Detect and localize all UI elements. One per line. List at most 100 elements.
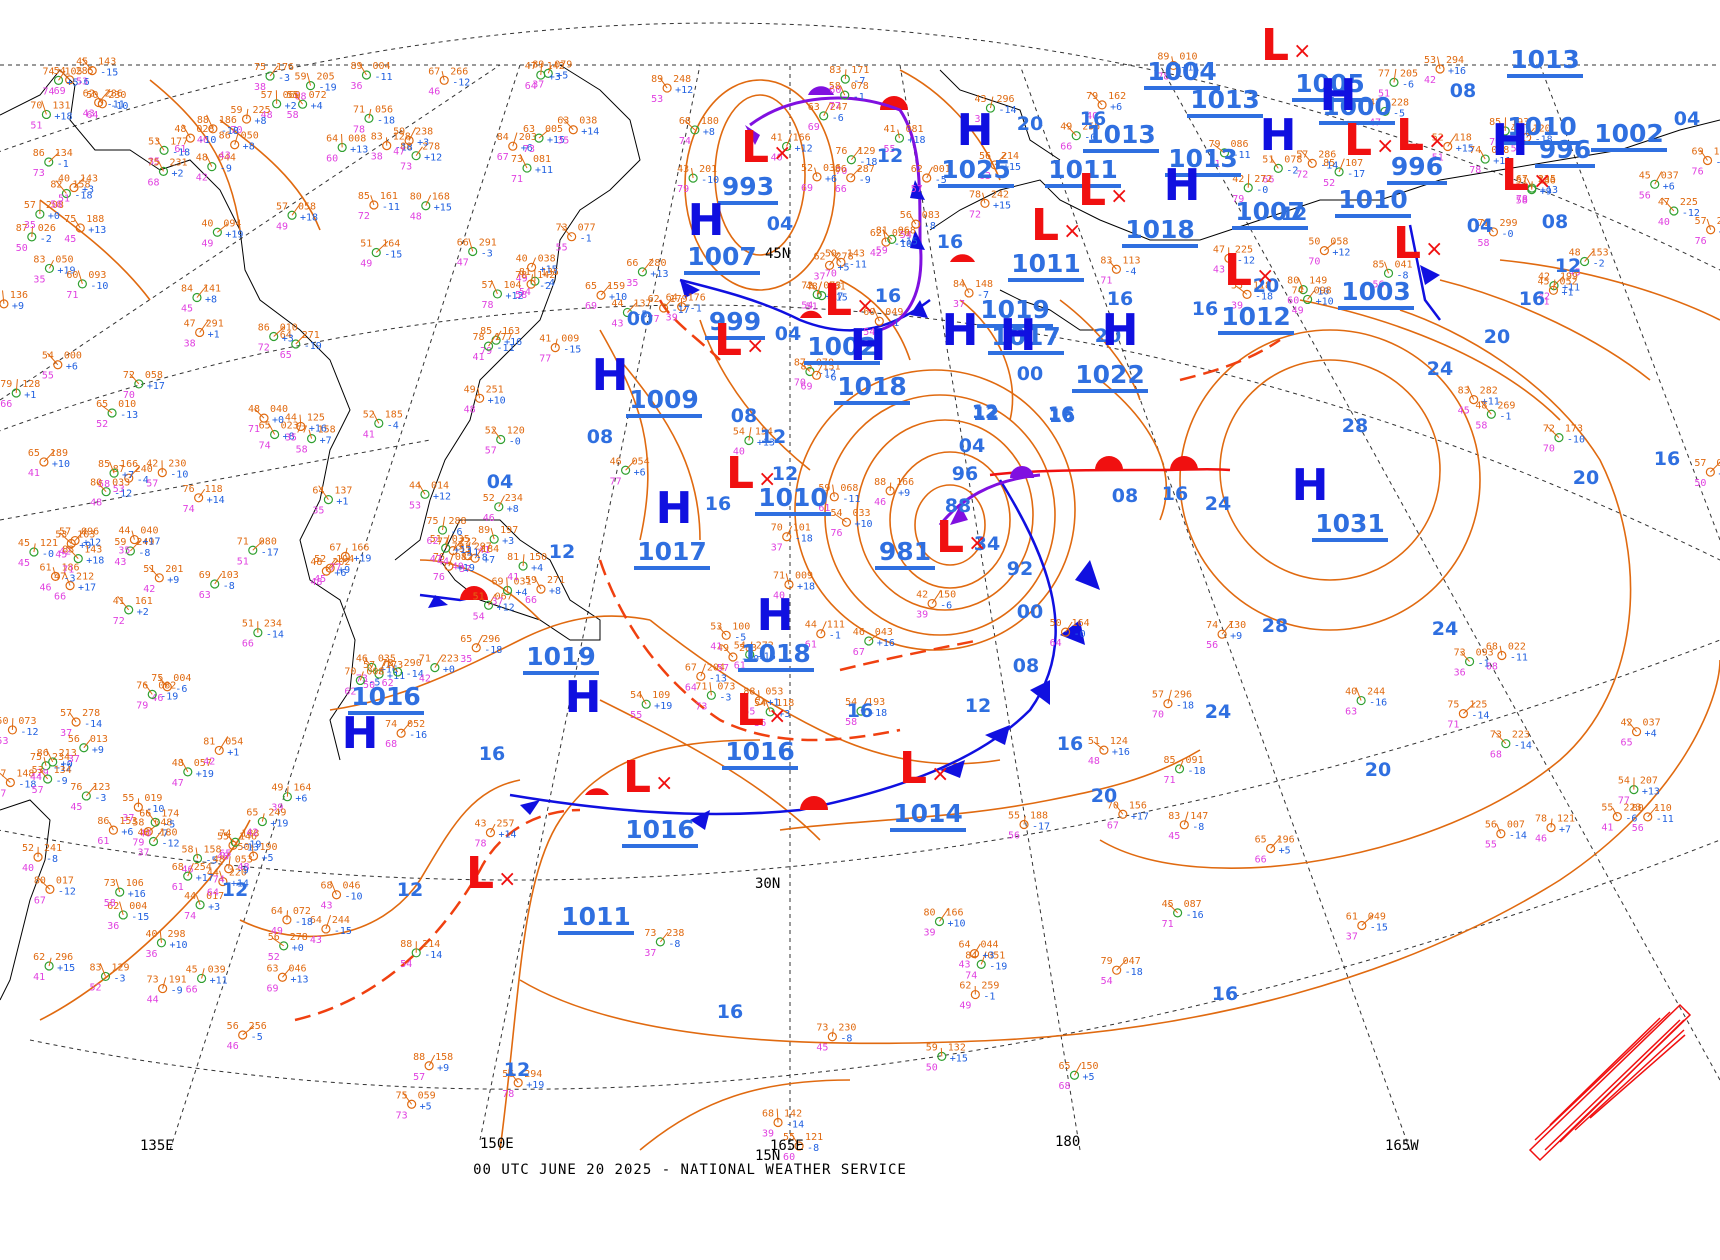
station-tendency: +12 [497, 602, 515, 613]
station-circle [812, 172, 822, 182]
low-center-mark: × [931, 762, 949, 787]
station-pressure: 010 [1179, 51, 1197, 62]
isobar-label: 16 [937, 231, 963, 253]
station-temp: 57 [481, 280, 493, 291]
station-pressure: 082 [158, 680, 176, 691]
station-dewpoint: 79 [480, 346, 492, 357]
wind-barb [1093, 741, 1105, 751]
lat-label: 15N [755, 1148, 780, 1164]
wind-barb [642, 258, 654, 273]
station-pressure: 190 [260, 842, 278, 853]
pressure-underline [988, 351, 1064, 355]
station-circle [65, 75, 75, 85]
station-dewpoint: 78 [481, 300, 493, 311]
station-pressure: 266 [450, 66, 468, 77]
station-circle [1497, 650, 1507, 661]
station-pressure: 142 [547, 61, 565, 72]
wind-barb [109, 461, 115, 474]
station-circle [1097, 100, 1107, 110]
station-tendency: +4 [311, 101, 323, 112]
station-temp: 67 [329, 542, 341, 553]
station-tendency: +16 [504, 337, 522, 348]
station-dewpoint: 62 [382, 678, 394, 689]
station-pressure: 049 [1368, 912, 1386, 923]
station-temp: 61 [1346, 912, 1358, 923]
isobar-label: 16 [479, 743, 505, 765]
station-tendency: -8 [476, 553, 488, 564]
station-pressure: 166 [945, 907, 963, 918]
station-tendency: -15 [384, 250, 402, 261]
station-tendency: +5 [838, 262, 850, 273]
station-dewpoint: 58 [1475, 420, 1487, 431]
station-circle [846, 173, 856, 183]
station-pressure: 147 [1190, 811, 1208, 822]
wind-barb [758, 690, 760, 701]
wind-barb [1171, 56, 1174, 66]
station-tendency: -5 [935, 175, 947, 186]
station-pressure: 286 [1318, 149, 1336, 160]
station-dewpoint: 40 [22, 863, 34, 874]
station-pressure: 044 [980, 940, 998, 951]
station-circle [1501, 739, 1511, 749]
station-dewpoint: 69 [266, 983, 278, 994]
station-tendency: +6 [66, 362, 78, 373]
wind-barb [55, 180, 67, 194]
station-circle [355, 675, 365, 686]
station-tendency: +8 [507, 504, 519, 515]
station-pressure: 105 [65, 66, 83, 77]
wind-barb [721, 644, 734, 658]
station-pressure: 125 [1469, 700, 1487, 711]
station-dewpoint: 57 [717, 663, 729, 674]
station-tendency: -16 [409, 730, 427, 741]
wind-barb [268, 422, 276, 435]
station-dewpoint: 51 [30, 120, 42, 131]
station-tendency: -18 [1255, 291, 1273, 302]
wind-barb [627, 301, 638, 313]
isobars [39, 69, 1720, 1151]
pressure-underline [1507, 74, 1583, 78]
wind-barb [659, 77, 668, 89]
pressure-underline [622, 844, 698, 848]
station-circle [856, 706, 866, 716]
station-pressure: 186 [61, 562, 79, 573]
station-temp: 45 [1537, 276, 1549, 287]
station-circle [1168, 60, 1179, 71]
wind-barb [1167, 689, 1172, 704]
wind-barb [512, 132, 518, 147]
station-dewpoint: 70 [1543, 444, 1555, 455]
isobar-label: 12 [760, 426, 786, 448]
isobar-label: 28 [1342, 415, 1368, 437]
station-dewpoint: 64 [86, 110, 98, 121]
station-tendency: -11 [842, 494, 860, 505]
station-circle [765, 707, 775, 717]
station-tendency: -14 [1509, 831, 1527, 842]
station-dewpoint: 68 [1058, 1081, 1070, 1092]
station-temp: 89 [532, 59, 544, 70]
station-pressure: 143 [84, 545, 102, 556]
wind-barb [364, 657, 373, 668]
low-center-mark: × [1376, 134, 1394, 159]
station-pressure: 004 [372, 61, 390, 72]
wind-barb [1552, 279, 1556, 291]
isobar-label: 12 [972, 401, 998, 423]
station-pressure: 046 [288, 963, 306, 974]
station-circle [1643, 812, 1653, 822]
station-pressure: 110 [1654, 803, 1672, 814]
station-circle [526, 279, 536, 289]
grid-labels: 135E 150E 165E 180 165W 45N 30N 15N [140, 246, 1419, 1164]
wind-barb [1247, 174, 1250, 188]
station-temp: 42 [916, 590, 928, 601]
low-pressure-center: 1004 [1144, 57, 1220, 90]
station-tendency: +4 [516, 587, 528, 598]
low-symbol: L [936, 512, 964, 563]
station-tendency: +3 [982, 951, 994, 962]
